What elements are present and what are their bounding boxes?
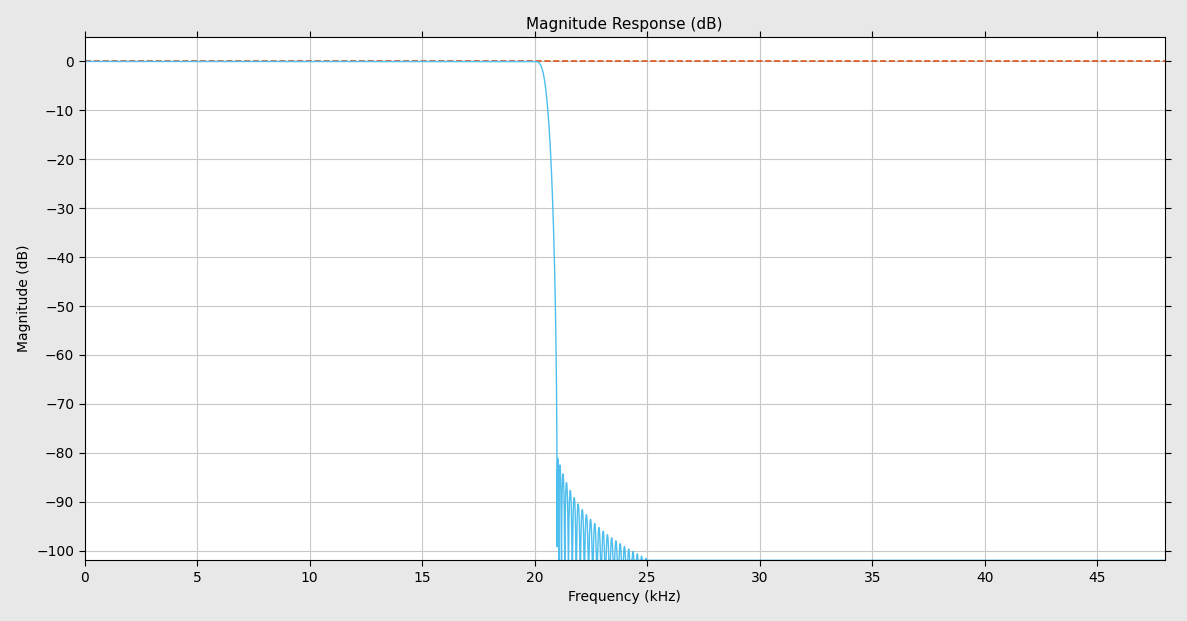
Title: Magnitude Response (dB): Magnitude Response (dB)	[527, 17, 723, 32]
Y-axis label: Magnitude (dB): Magnitude (dB)	[17, 245, 31, 353]
X-axis label: Frequency (kHz): Frequency (kHz)	[569, 591, 681, 604]
